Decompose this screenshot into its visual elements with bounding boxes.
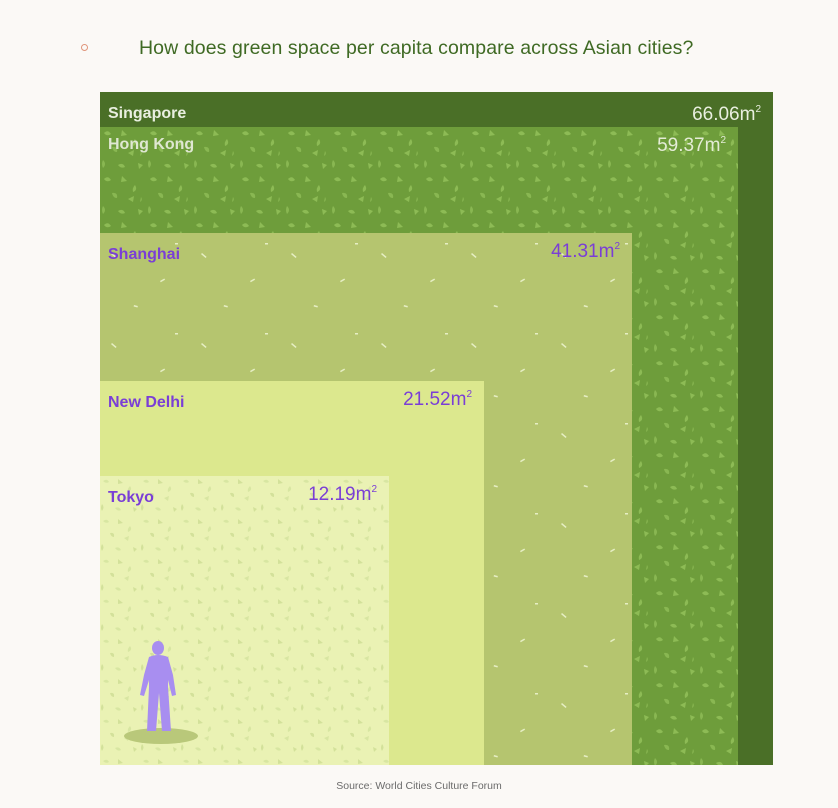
title-bullet-icon — [81, 44, 88, 51]
city-label: Tokyo — [108, 489, 154, 506]
value-label: 21.52m2 — [403, 388, 472, 410]
city-label: Singapore — [108, 105, 187, 122]
person-scale-icon — [124, 641, 198, 744]
value-label: 41.31m2 — [551, 240, 620, 262]
value-label: 66.06m2 — [692, 103, 761, 125]
value-label: 12.19m2 — [308, 483, 377, 505]
city-label: New Delhi — [108, 394, 185, 411]
value-label: 59.37m2 — [657, 134, 726, 156]
city-label: Shanghai — [108, 246, 181, 263]
unit-superscript: 2 — [614, 240, 620, 252]
unit-superscript: 2 — [371, 483, 377, 495]
unit-superscript: 2 — [755, 103, 761, 115]
city-label: Hong Kong — [108, 136, 195, 153]
chart-title: How does green space per capita compare … — [139, 37, 694, 59]
unit-superscript: 2 — [720, 134, 726, 146]
source-note: Source: World Cities Culture Forum — [336, 780, 502, 792]
unit-superscript: 2 — [466, 388, 472, 400]
